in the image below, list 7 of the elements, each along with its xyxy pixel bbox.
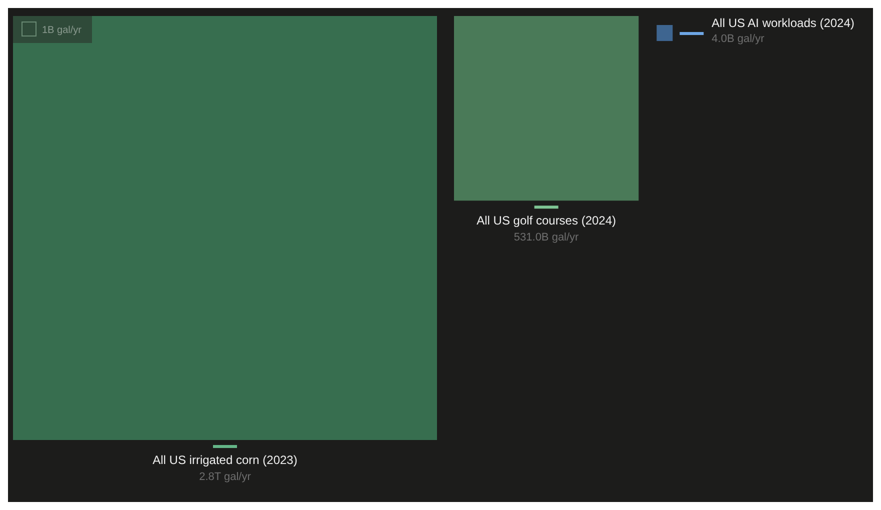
- data-label: 531.0B gal/yr: [514, 232, 580, 244]
- data-label: 4.0B gal/yr: [712, 33, 765, 45]
- data-label: 2.8T gal/yr: [199, 471, 252, 483]
- category-label: All US AI workloads (2024): [712, 16, 854, 30]
- category-label: All US irrigated corn (2023): [152, 453, 298, 467]
- category-label: All US golf courses (2024): [476, 214, 616, 228]
- text: 1B gal/yr: [42, 25, 82, 36]
